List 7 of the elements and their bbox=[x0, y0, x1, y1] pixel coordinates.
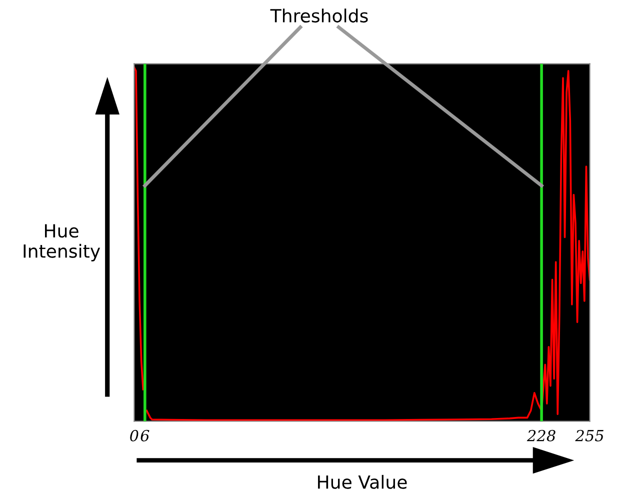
x-tick-label: 228 bbox=[526, 430, 556, 442]
x-tick-label: 0 bbox=[130, 430, 138, 442]
x-axis-title: Hue Value bbox=[318, 474, 407, 489]
x-tick-label: 255 bbox=[575, 430, 604, 442]
text: Thresholds bbox=[270, 8, 368, 23]
y-axis-title: Hue Intensity bbox=[24, 224, 100, 262]
x-tick-label: 6 bbox=[140, 430, 150, 442]
